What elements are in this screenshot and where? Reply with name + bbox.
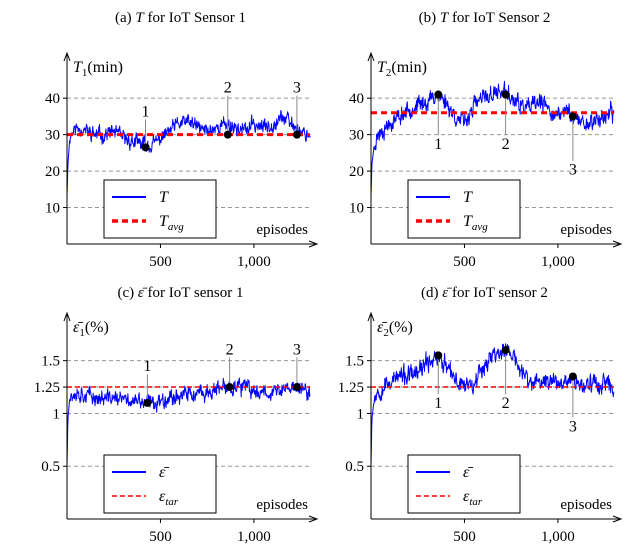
y-tick-label: 1.25 <box>34 380 60 396</box>
legend-label: ε̄ <box>159 464 169 481</box>
y-axis-arrow <box>367 311 375 322</box>
marker-point <box>434 351 443 360</box>
legend-label: εtar <box>463 488 483 508</box>
marker-label: 3 <box>293 80 301 97</box>
chart-caption: (d) ε̄ for IoT sensor 2 <box>421 285 548 301</box>
x-tick-label: 500 <box>149 254 172 270</box>
legend: T Tavg <box>407 179 521 239</box>
marker-label: 1 <box>143 358 151 375</box>
y-tick-label: 30 <box>349 128 364 144</box>
y-axis-arrow <box>63 51 71 62</box>
marker-point <box>225 383 234 392</box>
y-axis-label: T1(min) <box>73 59 123 79</box>
y-axis-label: ε̄1(%) <box>73 319 109 339</box>
legend-box <box>407 454 521 514</box>
y-tick-label: 1 <box>357 406 365 422</box>
legend-box <box>103 179 217 239</box>
x-tick-label: 1,000 <box>541 254 575 270</box>
x-axis-label: episodes <box>256 222 308 238</box>
legend-label: Tavg <box>463 213 488 233</box>
marker-label: 3 <box>293 341 301 358</box>
legend-label: εtar <box>159 488 179 508</box>
marker-label: 2 <box>502 136 510 153</box>
x-axis-label: episodes <box>560 222 612 238</box>
marker-label: 2 <box>502 395 510 412</box>
x-axis-label: episodes <box>256 497 308 513</box>
marker-label: 2 <box>224 80 232 97</box>
x-tick-label: 1,000 <box>541 529 575 545</box>
y-axis-label: T2(min) <box>377 59 427 79</box>
marker-point <box>223 130 232 139</box>
x-tick-label: 500 <box>149 529 172 545</box>
y-tick-label: 40 <box>45 91 60 107</box>
series-line-1 <box>370 80 615 197</box>
y-tick-label: 1.25 <box>338 380 364 396</box>
chart-caption: (b) T for IoT Sensor 2 <box>419 10 551 26</box>
marker-label: 3 <box>569 162 577 179</box>
marker-label: 1 <box>142 103 150 120</box>
series-line-1 <box>66 110 311 197</box>
legend-label: ε̄ <box>463 464 473 481</box>
marker-point <box>501 90 510 99</box>
y-tick-label: 1.5 <box>345 354 364 370</box>
x-tick-label: 1,000 <box>237 254 271 270</box>
series-line-1 <box>66 377 311 467</box>
x-axis-arrow <box>308 240 319 248</box>
marker-label: 1 <box>434 136 442 153</box>
marker-point <box>568 112 577 121</box>
marker-point <box>501 346 510 355</box>
y-axis-label: ε̄2(%) <box>377 319 413 339</box>
y-axis-arrow <box>63 311 71 322</box>
legend-box <box>103 454 217 514</box>
marker-point <box>568 372 577 381</box>
marker-point <box>434 90 443 99</box>
x-axis-arrow <box>612 515 623 523</box>
y-tick-label: 0.5 <box>41 459 60 475</box>
chart-panel-4: (d) ε̄ for IoT sensor 2 1 2 3 0.5 1 1.25 1.5 500… <box>338 285 623 545</box>
legend-box <box>407 179 521 239</box>
x-tick-label: 1,000 <box>237 529 271 545</box>
marker-label: 2 <box>226 341 234 358</box>
x-axis-arrow <box>612 240 623 248</box>
y-tick-label: 1 <box>53 406 61 422</box>
series-line-1 <box>370 343 615 467</box>
y-tick-label: 20 <box>349 164 364 180</box>
y-tick-label: 30 <box>45 128 60 144</box>
chart-caption: (a) T for IoT Sensor 1 <box>115 10 246 26</box>
y-tick-label: 10 <box>349 201 364 217</box>
y-tick-label: 0.5 <box>345 459 364 475</box>
chart-panel-3: (c) ε̄ for IoT sensor 1 1 2 3 0.5 1 1.25 1.5 500… <box>34 285 319 545</box>
x-axis-label: episodes <box>560 497 612 513</box>
marker-point <box>143 398 152 407</box>
marker-label: 1 <box>434 395 442 412</box>
marker-label: 3 <box>569 418 577 435</box>
chart-panel-2: (b) T for IoT Sensor 2 1 2 3 10 20 30 40 500 1,00… <box>349 10 623 270</box>
y-axis-arrow <box>367 51 375 62</box>
x-tick-label: 500 <box>453 529 476 545</box>
marker-point <box>141 143 150 152</box>
legend-label: Tavg <box>159 213 184 233</box>
legend: ε̄ εtar <box>103 454 217 514</box>
legend-label: T <box>463 189 473 206</box>
chart-panel-1: (a) T for IoT Sensor 1 1 2 3 10 20 30 40 500 1,00… <box>45 10 319 270</box>
marker-point <box>292 130 301 139</box>
y-tick-label: 1.5 <box>41 354 60 370</box>
legend: T Tavg <box>103 179 217 239</box>
x-tick-label: 500 <box>453 254 476 270</box>
y-tick-label: 40 <box>349 91 364 107</box>
legend: ε̄ εtar <box>407 454 521 514</box>
chart-caption: (c) ε̄ for IoT sensor 1 <box>117 285 243 301</box>
marker-point <box>292 383 301 392</box>
legend-label: T <box>159 189 169 206</box>
y-tick-label: 10 <box>45 201 60 217</box>
x-axis-arrow <box>308 515 319 523</box>
y-tick-label: 20 <box>45 164 60 180</box>
